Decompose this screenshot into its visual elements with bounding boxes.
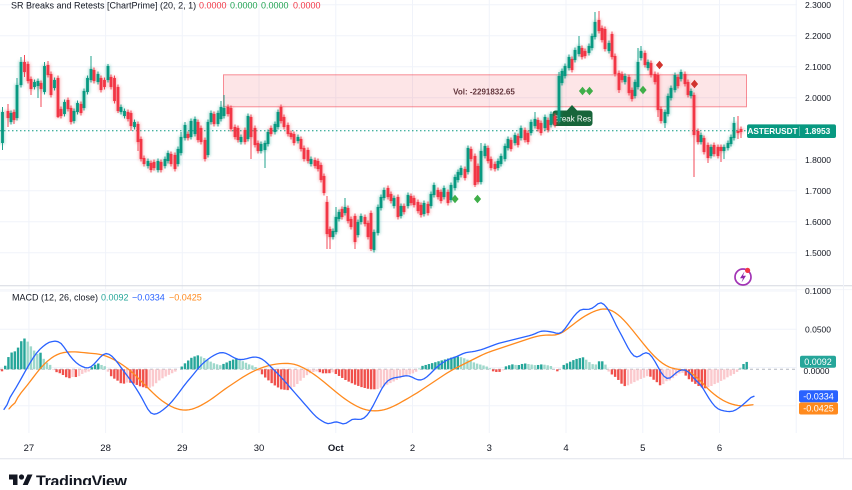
svg-text:0.0000: 0.0000	[199, 1, 227, 11]
svg-text:0.0000: 0.0000	[293, 1, 321, 11]
svg-text:−0.0334: −0.0334	[132, 293, 165, 303]
svg-text:1.6000: 1.6000	[805, 217, 831, 227]
svg-text:30: 30	[254, 443, 265, 454]
svg-text:5: 5	[640, 443, 645, 454]
svg-text:TradingView: TradingView	[36, 474, 128, 486]
svg-text:2.0000: 2.0000	[805, 93, 831, 103]
svg-text:Oct: Oct	[328, 443, 345, 454]
svg-text:1.7000: 1.7000	[805, 186, 831, 196]
svg-text:−0.0425: −0.0425	[169, 293, 202, 303]
svg-text:0.1000: 0.1000	[805, 286, 831, 296]
svg-text:MACD (12, 26, close): MACD (12, 26, close)	[12, 293, 98, 303]
svg-text:2.1000: 2.1000	[805, 62, 831, 72]
svg-text:29: 29	[177, 443, 188, 454]
svg-text:2: 2	[410, 443, 415, 454]
svg-text:27: 27	[24, 443, 35, 454]
svg-text:-0.0334: -0.0334	[803, 391, 834, 401]
svg-text:-0.0425: -0.0425	[803, 404, 834, 414]
svg-text:1.8000: 1.8000	[805, 155, 831, 165]
svg-text:28: 28	[100, 443, 111, 454]
svg-text:Break Res: Break Res	[554, 115, 591, 124]
svg-text:0.0500: 0.0500	[805, 324, 831, 334]
svg-text:ASTERUSDT: ASTERUSDT	[747, 127, 797, 136]
svg-text:1.5000: 1.5000	[805, 248, 831, 258]
svg-text:3: 3	[487, 443, 492, 454]
svg-text:2.2000: 2.2000	[805, 31, 831, 41]
svg-text:0.0000: 0.0000	[261, 1, 289, 11]
svg-text:0.0000: 0.0000	[804, 366, 830, 376]
svg-text:SR Breaks and Retests [ChartPr: SR Breaks and Retests [ChartPrime] (20, …	[11, 1, 196, 11]
svg-text:2.3000: 2.3000	[805, 0, 831, 10]
svg-text:4: 4	[563, 443, 568, 454]
svg-text:6: 6	[717, 443, 722, 454]
svg-text:1.8953: 1.8953	[805, 126, 831, 136]
svg-text:0.0000: 0.0000	[230, 1, 258, 11]
svg-text:0.0092: 0.0092	[804, 357, 832, 367]
svg-text:0.0092: 0.0092	[101, 293, 129, 303]
svg-text:Vol: -2291832.65: Vol: -2291832.65	[453, 87, 515, 96]
